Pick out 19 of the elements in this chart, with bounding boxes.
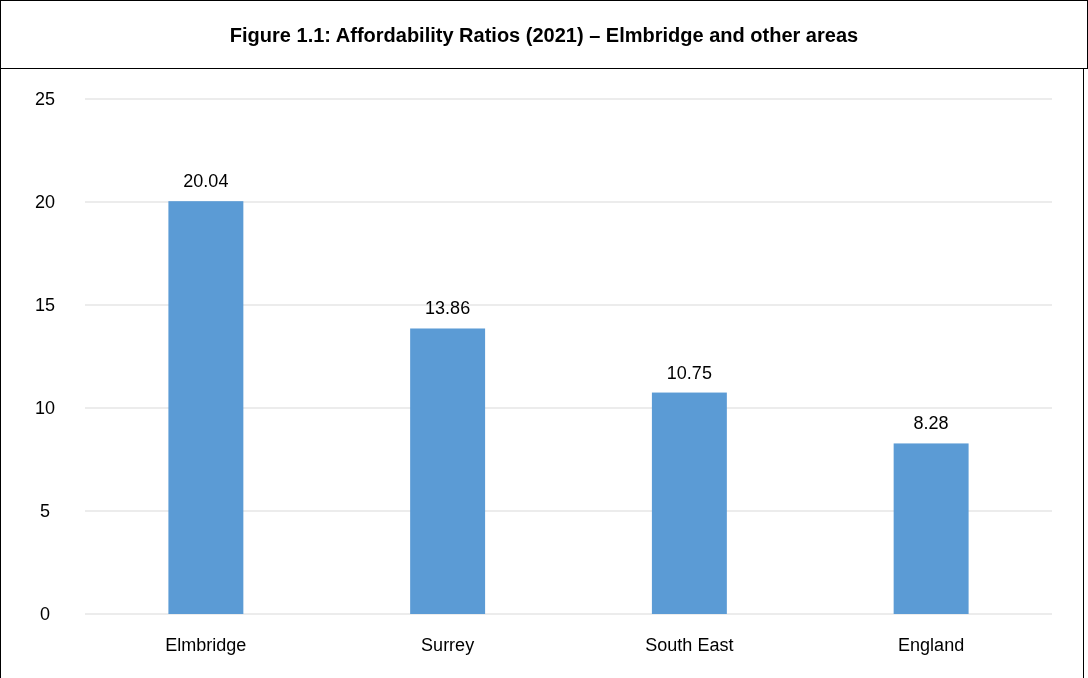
- y-tick-label: 15: [34, 295, 56, 316]
- y-tick-label: 0: [39, 604, 51, 625]
- data-label: 13.86: [425, 298, 471, 319]
- x-tick-label: Surrey: [421, 635, 475, 655]
- y-tick-label: 5: [39, 501, 51, 522]
- x-tick-label: England: [898, 635, 965, 655]
- x-tick-label: Elmbridge: [165, 635, 247, 655]
- y-tick-label: 20: [34, 192, 56, 213]
- bar: [651, 392, 727, 614]
- data-label: 8.28: [913, 413, 949, 434]
- y-tick-label: 10: [34, 398, 56, 419]
- data-label: 10.75: [666, 362, 712, 383]
- data-label: 20.04: [183, 171, 229, 192]
- bar: [410, 328, 486, 614]
- y-tick-label: 25: [34, 89, 56, 110]
- chart-title: Figure 1.1: Affordability Ratios (2021) – Elmbridge and other areas: [229, 24, 859, 46]
- bar: [893, 443, 969, 614]
- x-tick-label: South East: [645, 635, 734, 655]
- bar: [168, 201, 244, 614]
